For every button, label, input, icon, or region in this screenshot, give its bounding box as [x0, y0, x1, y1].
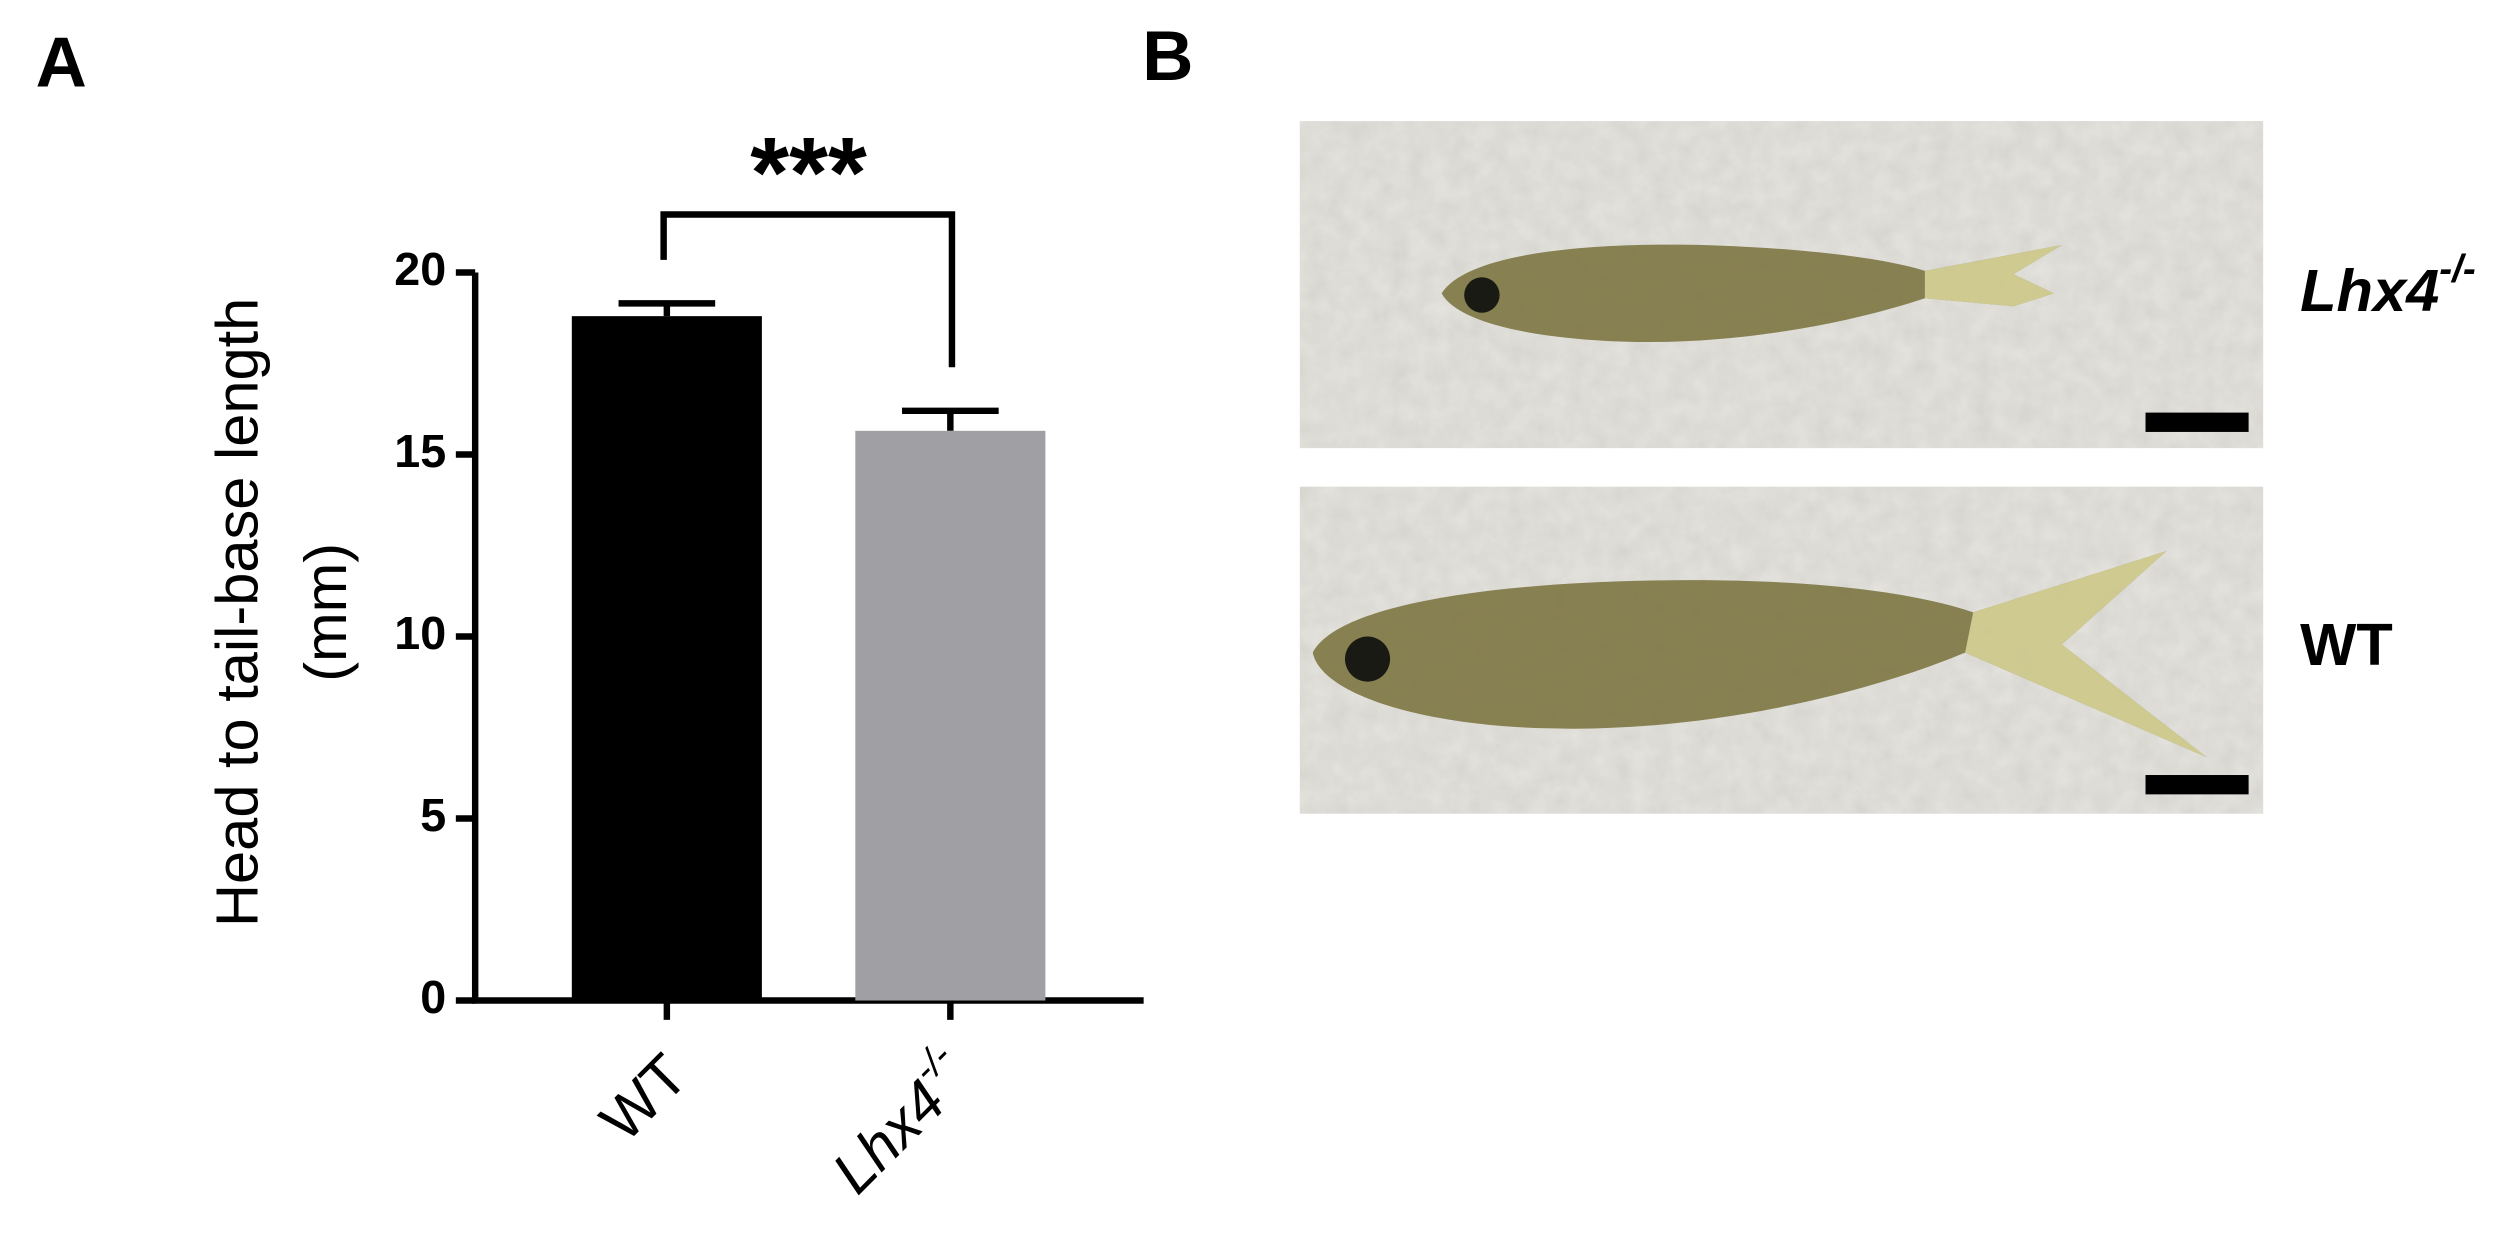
x-tick-label: WT	[587, 1041, 700, 1154]
x-tick-label: Lhx4-/-	[813, 1035, 984, 1206]
y-axis-label: Head to tail-base length (mm)	[203, 298, 359, 927]
y-axis-label-line: (mm)	[292, 543, 359, 682]
y-tick-label: 5	[420, 789, 446, 841]
image-label: Lhx4-/-	[2300, 248, 2476, 324]
photo	[1299, 121, 2264, 449]
bar	[855, 430, 1046, 1001]
y-axis-label-line: Head to tail-base length	[203, 298, 270, 927]
significance-bracket	[660, 211, 956, 368]
y-tick-label: 20	[394, 243, 446, 295]
panel-label: B	[1142, 17, 1193, 96]
image-label: WT	[2300, 611, 2393, 678]
bar	[571, 316, 762, 1001]
significance-label: ***	[750, 118, 867, 229]
y-tick-label: 15	[394, 425, 446, 477]
panel-label: A	[36, 24, 87, 103]
y-tick-label: 0	[420, 971, 446, 1023]
photo	[1299, 486, 2264, 814]
y-tick-label: 10	[394, 607, 446, 659]
